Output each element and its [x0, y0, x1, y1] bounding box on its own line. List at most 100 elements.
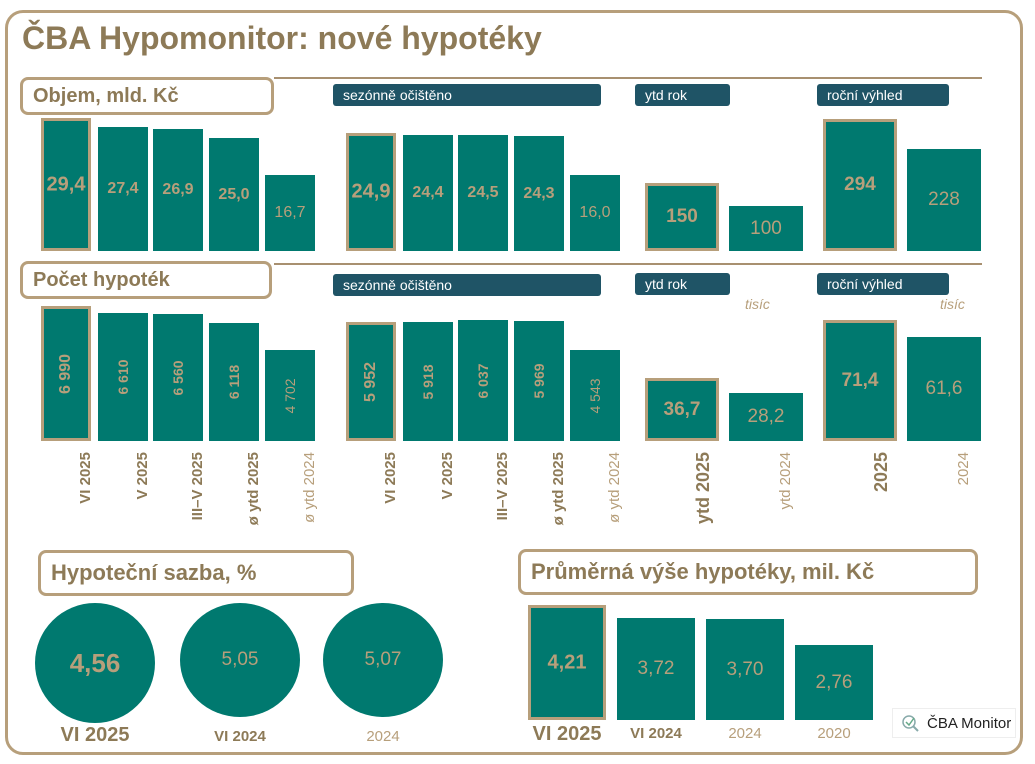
bar-value-label: 29,4 — [46, 173, 86, 195]
bar: 71,4 — [823, 320, 897, 441]
bar: 26,9 — [153, 129, 203, 251]
bar-value-label: 16,7 — [274, 204, 306, 221]
bar: 228 — [907, 149, 981, 251]
bar: 24,4 — [403, 135, 453, 251]
x-tick-text: ø ytd 2025 — [245, 452, 262, 526]
bar: 3,72 — [617, 618, 695, 720]
bar: 6 990 — [41, 306, 91, 441]
bar: 28,2 — [729, 393, 803, 441]
divider-line — [274, 263, 982, 265]
x-tick-text: ø ytd 2024 — [606, 452, 623, 523]
bar-value-label: 6 037 — [475, 362, 491, 399]
bar-value-label: 25,0 — [218, 185, 250, 203]
x-tick-text: ytd 2024 — [777, 452, 794, 510]
bar: 24,9 — [346, 133, 396, 251]
bar-value-label: 24,9 — [351, 180, 391, 203]
bar-value-label: 100 — [750, 217, 782, 239]
bar: 36,7 — [645, 378, 719, 441]
bar-value-label: 61,6 — [925, 378, 963, 399]
bar-value-label: 3,70 — [726, 658, 764, 680]
tag-seasonally-adjusted: sezónně očištěno — [333, 84, 601, 106]
page-title: ČBA Hypomonitor: nové hypotéky — [22, 20, 542, 56]
bar-value-label: 28,2 — [747, 406, 785, 427]
bar-value-label: 4 543 — [587, 377, 603, 414]
bar-value-label: 5 918 — [420, 363, 436, 400]
bar: 6 560 — [153, 314, 203, 441]
rate-bubble: 4,56 — [35, 603, 155, 723]
x-tick-label: ytd 2024 — [751, 452, 794, 542]
rate-category-label: VI 2024 — [214, 728, 266, 745]
x-tick-label: ø ytd 2024 — [275, 452, 318, 542]
x-tick-text: V 2025 — [439, 452, 456, 500]
x-tick-text: 2024 — [955, 452, 972, 486]
section-label-pocet: Počet hypoték — [20, 261, 272, 299]
bar-value-label: 5 969 — [531, 363, 547, 399]
tag-seasonally-adjusted: sezónně očištěno — [333, 274, 601, 296]
x-tick-text: III–V 2025 — [494, 452, 511, 521]
tag-ytd: ytd rok — [635, 273, 730, 295]
bar: 5 952 — [346, 322, 396, 441]
x-tick-text: ø ytd 2024 — [301, 452, 318, 523]
bar: 5 969 — [514, 321, 564, 441]
rate-category-label: 2024 — [366, 728, 400, 745]
x-tick-label: ø ytd 2025 — [524, 452, 567, 542]
bar-value-label: 4 702 — [282, 377, 298, 414]
bar: 25,0 — [209, 138, 259, 251]
bar-value-label: 36,7 — [663, 398, 701, 420]
bar-value-label: 16,0 — [579, 204, 611, 221]
badge-text: ČBA Monitor — [927, 714, 1012, 732]
bar-value-label: 6 560 — [170, 359, 186, 396]
bar: 24,3 — [514, 136, 564, 251]
bar: 100 — [729, 206, 803, 251]
bar: 294 — [823, 119, 897, 251]
bar: 3,70 — [706, 619, 784, 720]
bar-value-label: 24,4 — [412, 184, 444, 201]
bar-value-label: 2,76 — [815, 671, 853, 693]
bar: 5 918 — [403, 322, 453, 441]
section-label-vyse: Průměrná výše hypotéky, mil. Kč — [518, 549, 978, 595]
bar-value-label: 150 — [666, 206, 698, 227]
bar: 6 037 — [458, 320, 508, 441]
bar: 24,5 — [458, 135, 508, 251]
bar-value-label: 228 — [928, 189, 960, 210]
x-tick-label: VI 2025 — [356, 452, 399, 542]
unit-label: tisíc — [745, 296, 770, 312]
divider-line — [274, 77, 982, 79]
bar: 61,6 — [907, 337, 981, 441]
bar-value-label: 6 990 — [57, 353, 74, 394]
x-tick-label: VI 2025 — [51, 452, 94, 542]
rate-value: 4,56 — [69, 647, 121, 678]
bar: 16,0 — [570, 175, 620, 251]
bar-value-label: 6 610 — [115, 359, 131, 395]
bar: 150 — [645, 183, 719, 251]
rate-value: 5,05 — [221, 649, 259, 670]
x-tick-label: V 2025 — [108, 452, 151, 542]
x-tick-text: III–V 2025 — [189, 452, 206, 521]
bar-value-label: 3,72 — [637, 658, 675, 679]
section-label-sazba: Hypoteční sazba, % — [38, 550, 354, 596]
x-tick-label: V 2025 — [413, 452, 456, 542]
bar-value-label: 294 — [844, 174, 876, 195]
bar: 29,4 — [41, 118, 91, 251]
x-tick-text: ø ytd 2025 — [550, 452, 567, 526]
bar-value-label: 6 118 — [226, 364, 242, 400]
tag-ytd: ytd rok — [635, 84, 730, 106]
rate-bubble: 5,05 — [180, 603, 300, 717]
x-tick-label: III–V 2025 — [163, 452, 206, 542]
tag-outlook: roční výhled — [817, 273, 949, 295]
bar: 4,21 — [528, 605, 606, 720]
bar-value-label: 26,9 — [162, 181, 194, 198]
x-tick-label: ytd 2025 — [667, 452, 713, 542]
x-tick-text: VI 2025 — [382, 452, 399, 504]
x-tick-label: VI 2024 — [630, 725, 682, 742]
x-tick-text: 2025 — [871, 452, 891, 493]
x-tick-label: 2024 — [929, 452, 972, 542]
rate-value: 5,07 — [364, 649, 402, 670]
x-tick-label: 2020 — [817, 725, 851, 742]
bar-value-label: 71,4 — [841, 369, 879, 391]
bar: 6 118 — [209, 323, 259, 441]
x-tick-label: 2024 — [728, 725, 762, 742]
x-tick-label: 2025 — [845, 452, 891, 542]
x-tick-label: ø ytd 2025 — [219, 452, 262, 542]
x-tick-text: VI 2025 — [77, 452, 94, 504]
